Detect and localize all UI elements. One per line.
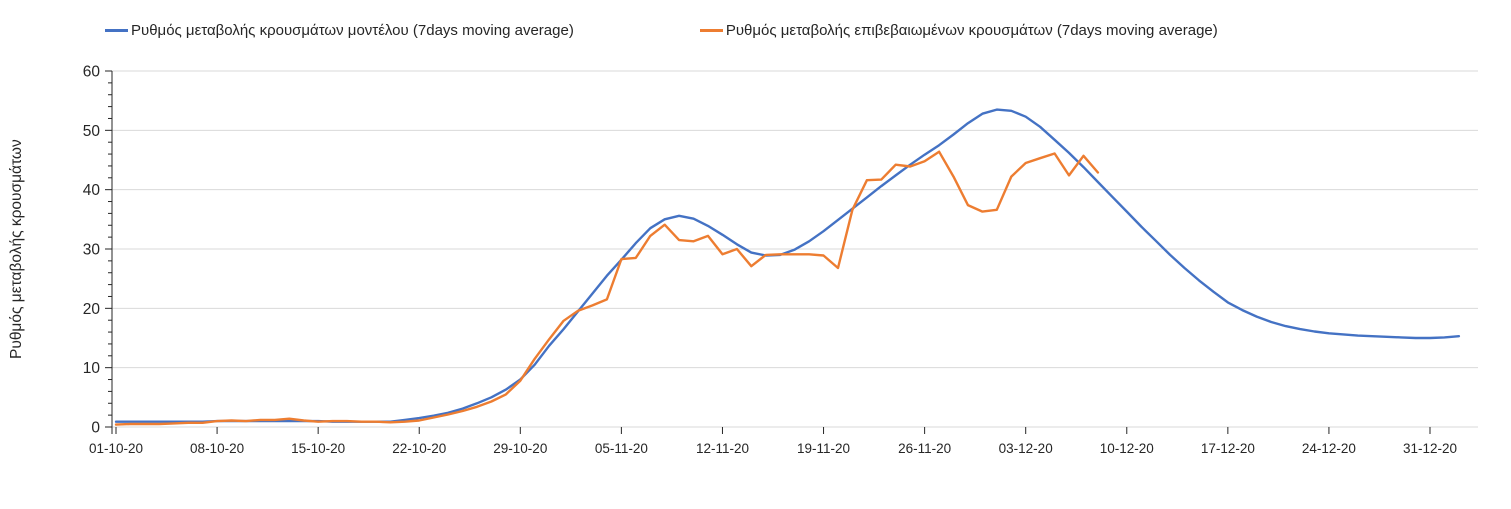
x-tick-label: 08-10-20 xyxy=(190,441,244,456)
x-tick-label: 05-11-20 xyxy=(595,441,648,456)
y-tick-label: 30 xyxy=(83,242,101,259)
x-tick-label: 01-10-20 xyxy=(89,441,143,456)
model-series-line xyxy=(114,108,1461,423)
legend-label-confirmed: Ρυθμός μεταβολής επιβεβαιωμένων κρουσμάτ… xyxy=(725,22,1218,39)
y-tick-label: 0 xyxy=(91,420,100,437)
confirmed-series-line xyxy=(114,150,1100,426)
legend-item-model: Ρυθμός μεταβολής κρουσμάτων μοντέλου (7d… xyxy=(105,22,574,39)
legend-label-model: Ρυθμός μεταβολής κρουσμάτων μοντέλου (7d… xyxy=(131,22,574,39)
y-tick-label: 50 xyxy=(83,123,101,140)
y-tick-label: 60 xyxy=(83,64,101,81)
legend-item-confirmed: Ρυθμός μεταβολής επιβεβαιωμένων κρουσμάτ… xyxy=(699,22,1218,39)
model-series-line-icon xyxy=(105,29,128,32)
x-tick-label: 22-10-20 xyxy=(392,441,446,456)
x-tick-label: 12-11-20 xyxy=(696,441,749,456)
x-tick-label: 17-12-20 xyxy=(1201,441,1255,456)
x-tick-label: 24-12-20 xyxy=(1302,441,1356,456)
x-tick-label: 15-10-20 xyxy=(291,441,345,456)
x-tick-label: 19-11-20 xyxy=(797,441,850,456)
confirmed-series-line-icon xyxy=(699,29,723,32)
y-tick-label: 20 xyxy=(83,301,101,318)
x-tick-label: 10-12-20 xyxy=(1100,441,1154,456)
legend: Ρυθμός μεταβολής κρουσμάτων μοντέλου (7d… xyxy=(105,22,1218,39)
x-tick-label: 26-11-20 xyxy=(898,441,951,456)
x-tick-label: 31-12-20 xyxy=(1403,441,1457,456)
y-tick-label: 10 xyxy=(83,360,101,377)
x-tick-label: 29-10-20 xyxy=(493,441,547,456)
x-tick-label: 03-12-20 xyxy=(999,441,1053,456)
y-tick-label: 40 xyxy=(83,182,101,199)
